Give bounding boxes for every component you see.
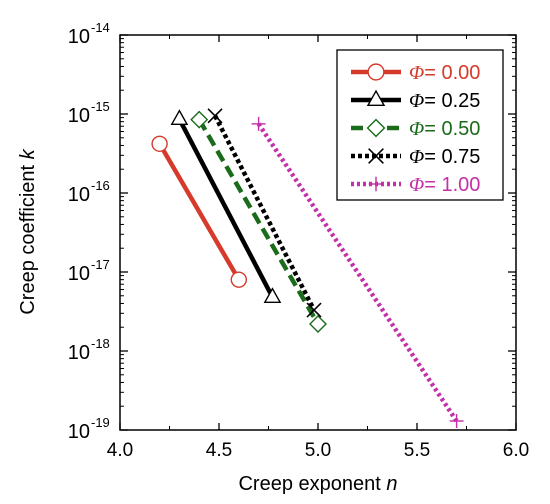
series-1.00 (251, 116, 464, 428)
legend: Φ= 0.00 Φ= 0.25 Φ= 0.50 Φ= 0.75 Φ= 1.00 (336, 49, 504, 201)
legend-item: Φ= 1.00 (351, 174, 480, 196)
series-line (157, 142, 241, 281)
x-tick-label: 6.0 (503, 440, 529, 461)
legend-label: Φ= 0.75 (409, 146, 480, 168)
marker-triangle (170, 109, 189, 125)
x-axis-label: Creep exponent n (238, 473, 397, 495)
y-tick-label: 10 (68, 184, 90, 206)
marker-circle (230, 271, 248, 288)
series-0.50 (190, 110, 327, 333)
legend-item: Φ= 0.50 (351, 118, 480, 140)
series-layer (151, 108, 464, 428)
legend-item: Φ= 0.75 (351, 146, 480, 168)
x-axis: 4.0 4.5 5.0 5.5 6.0 (107, 35, 529, 461)
series-0.75 (207, 108, 322, 318)
marker-diamond (190, 110, 209, 129)
y-tick-label: 10 (68, 263, 90, 285)
y-tick-exponent: -16 (91, 178, 110, 193)
y-tick-label: 10 (68, 26, 90, 48)
y-tick-label: 10 (68, 421, 90, 443)
marker-triangle (366, 89, 386, 107)
series-0.25 (170, 109, 282, 303)
legend-box (336, 49, 504, 201)
x-tick-label: 5.5 (404, 440, 430, 461)
marker-diamond (366, 118, 386, 138)
legend-item: Φ= 0.25 (351, 89, 480, 112)
marker-x (368, 148, 384, 164)
y-tick-exponent: -19 (91, 415, 110, 430)
y-tick-exponent: -14 (91, 20, 110, 35)
legend-label: Φ= 1.00 (409, 174, 480, 196)
marker-circle (367, 63, 385, 81)
marker-plus (251, 116, 266, 131)
y-tick-label: 10 (68, 342, 90, 364)
y-tick-label: 10 (68, 105, 90, 127)
x-tick-label: 4.5 (206, 440, 232, 461)
series-0.00 (151, 135, 248, 288)
y-tick-exponent: -15 (91, 99, 110, 114)
legend-label: Φ= 0.50 (409, 118, 480, 140)
marker-plus (368, 176, 384, 192)
x-tick-label: 5.0 (305, 440, 331, 461)
marker-plus (449, 413, 464, 428)
marker-diamond (309, 314, 327, 333)
legend-item: Φ= 0.00 (351, 62, 480, 84)
legend-label: Φ= 0.00 (409, 62, 480, 84)
y-tick-exponent: -18 (91, 336, 110, 351)
x-tick-label: 4.0 (107, 440, 133, 461)
series-line (213, 114, 317, 312)
legend-label: Φ= 0.25 (409, 90, 480, 112)
marker-circle (151, 135, 168, 152)
series-line (197, 118, 320, 326)
y-axis-label: Creep coefficient k (17, 148, 39, 314)
marker-x (306, 302, 322, 318)
marker-x (207, 108, 223, 124)
y-tick-exponent: -17 (91, 257, 110, 272)
marker-triangle (263, 287, 282, 303)
series-line (177, 118, 275, 299)
